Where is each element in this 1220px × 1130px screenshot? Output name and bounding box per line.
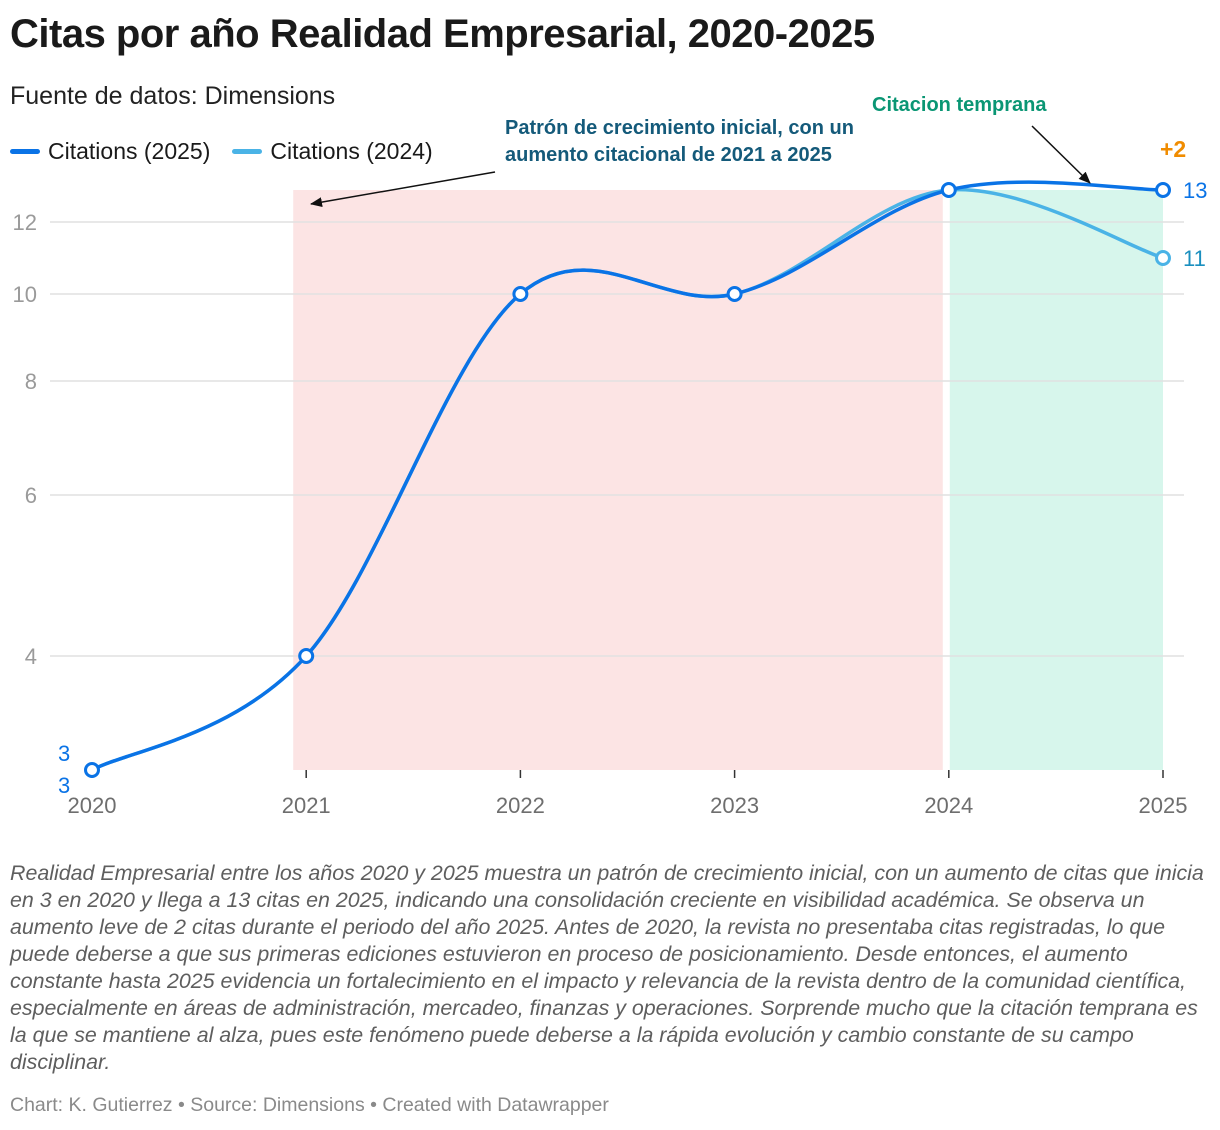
annotation-change: +2	[1160, 136, 1186, 162]
x-tick-label: 2024	[924, 793, 973, 818]
point-value-label: 3	[58, 741, 70, 766]
legend-label: Citations (2025)	[48, 138, 211, 164]
legend-label: Citations (2024)	[270, 138, 433, 164]
legend-swatch	[10, 149, 40, 154]
y-tick-label: 10	[13, 282, 37, 307]
data-point	[512, 286, 529, 302]
data-point	[726, 286, 743, 302]
chart-description: Realidad Empresarial entre los años 2020…	[10, 861, 1204, 1074]
annotation-growth-line-1: Patrón de crecimiento inicial, con un	[505, 117, 854, 139]
y-axis: 4 6 8 10 12	[13, 210, 37, 669]
annotation-growth-arrow	[310, 171, 496, 208]
annotation-early-citation-text: Citacion temprana	[872, 94, 1047, 116]
data-point	[84, 762, 100, 778]
x-axis: 2020 2021 2022 2023 2024 2025	[68, 770, 1188, 818]
x-tick-label: 2022	[496, 793, 545, 818]
chart-subtitle: Fuente de datos: Dimensions	[10, 82, 336, 110]
data-point	[940, 182, 957, 198]
data-points	[84, 182, 1171, 778]
annotation-growth-line-2: aumento citacional de 2021 a 2025	[505, 144, 832, 166]
y-tick-label: 6	[25, 483, 37, 508]
legend: Citations (2025) Citations (2024)	[10, 138, 433, 165]
chart-footer: Chart: K. Gutierrez • Source: Dimensions…	[10, 1094, 609, 1116]
x-tick-label: 2023	[710, 793, 759, 818]
annotation-growth-pattern: Patrón de crecimiento inicial, con un au…	[310, 117, 854, 208]
x-tick-label: 2021	[282, 793, 331, 818]
y-tick-label: 12	[13, 210, 37, 235]
y-tick-label: 8	[25, 369, 37, 394]
point-value-label: 13	[1183, 178, 1207, 203]
legend-item-citations-2025: Citations (2025)	[10, 138, 210, 165]
highlight-band	[293, 190, 943, 770]
point-labels: 3 3 13 11	[58, 178, 1207, 798]
y-tick-label: 4	[25, 644, 37, 669]
data-point	[298, 648, 315, 664]
point-value-label: 11	[1183, 246, 1206, 271]
point-value-label: 3	[58, 773, 70, 798]
annotation-early-citation-arrow	[1031, 125, 1091, 184]
chart-title: Citas por año Realidad Empresarial, 2020…	[10, 12, 875, 56]
highlight-bands	[293, 190, 1163, 770]
x-tick-label: 2020	[68, 793, 117, 818]
data-point	[1155, 250, 1171, 266]
highlight-band	[949, 190, 1163, 770]
annotation-early-citation: Citacion temprana	[872, 94, 1091, 184]
data-point	[1155, 182, 1171, 198]
x-tick-label: 2025	[1139, 793, 1188, 818]
legend-item-citations-2024: Citations (2024)	[232, 138, 433, 165]
legend-swatch	[232, 149, 263, 154]
gridlines	[50, 221, 1184, 657]
